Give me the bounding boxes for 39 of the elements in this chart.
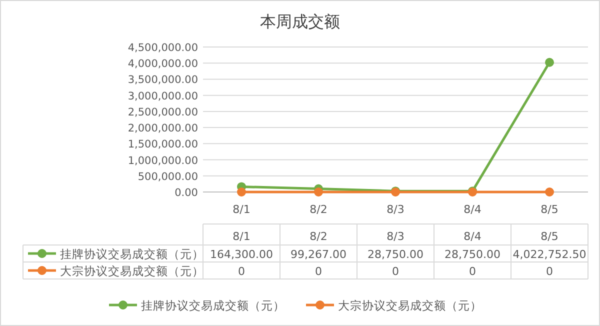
- category-label: 8/5: [540, 230, 558, 243]
- x-tick-label: 8/5: [540, 203, 558, 216]
- y-tick-label: 0.00: [174, 187, 198, 199]
- point: [545, 188, 554, 196]
- data-label: 28,750.00: [368, 248, 424, 261]
- y-tick-label: 2,500,000.00: [128, 106, 198, 118]
- point: [545, 58, 554, 67]
- data-label: 0: [546, 265, 553, 278]
- data-label: 164,300.00: [210, 248, 273, 261]
- x-tick-label: 8/4: [464, 203, 482, 216]
- category-label: 8/4: [464, 230, 482, 243]
- y-tick-label: 1,000,000.00: [128, 154, 198, 167]
- text: 大宗协议交易成交额（元）: [338, 298, 482, 312]
- category-label: 8/3: [386, 230, 404, 243]
- x-tick-label: 8/2: [310, 203, 328, 216]
- x-tick-label: 8/1: [232, 203, 250, 216]
- y-tick-label: 4,500,000.00: [128, 42, 198, 54]
- data-label: 28,750.00: [444, 248, 500, 261]
- y-tick-label: 3,500,000.00: [128, 74, 198, 86]
- data-label: 4,022,752.50: [512, 248, 586, 261]
- point: [314, 188, 323, 196]
- y-tick-label: 3,000,000.00: [128, 90, 198, 102]
- legend-label: 挂牌协议交易成交额（元）: [60, 247, 204, 261]
- point: [237, 188, 246, 196]
- data-label: 0: [392, 265, 399, 278]
- y-tick-label: 1,500,000.00: [128, 138, 198, 151]
- y-tick-label: 4,000,000.00: [128, 58, 198, 70]
- y-tick-label: 500,000.00: [138, 170, 198, 183]
- legend-label: 大宗协议交易成交额（元）: [60, 264, 204, 278]
- x-tick-label: 8/3: [386, 203, 404, 216]
- data-label: 99,267.00: [290, 248, 346, 261]
- text: 挂牌协议交易成交额（元）: [141, 298, 285, 312]
- data-label: 0: [469, 265, 476, 278]
- chart-title: 本周成交额: [260, 12, 340, 31]
- data-label: 0: [315, 265, 322, 278]
- category-label: 8/1: [232, 230, 250, 243]
- data-label: 0: [238, 265, 245, 278]
- y-tick-label: 2,000,000.00: [128, 122, 198, 135]
- category-label: 8/2: [310, 230, 328, 243]
